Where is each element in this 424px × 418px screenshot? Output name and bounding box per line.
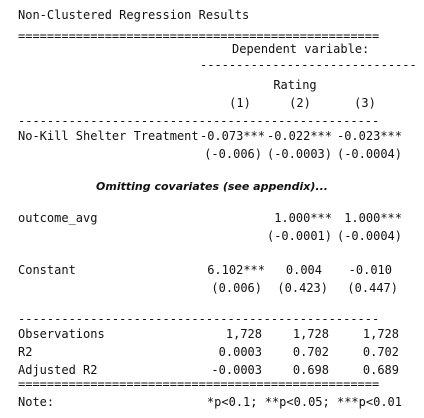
table-title: Non-Clustered Regression Results	[18, 8, 250, 22]
treatment-coef-2: -0.022***	[266, 129, 332, 143]
constant-coef-3: -0.010	[348, 263, 392, 277]
constant-coef-1: 6.102***	[207, 263, 265, 277]
adjusted-r2-1: -0.0003	[211, 363, 262, 377]
outcome-avg-coef-2: 1.000***	[274, 211, 332, 225]
adjusted-r2-3: 0.689	[362, 363, 399, 377]
outcome-avg-se-3: (-0.0004)	[336, 229, 402, 243]
column-3-header: (3)	[354, 96, 376, 110]
row-label-observations: Observations	[18, 327, 105, 341]
significance-legend: *p<0.1; **p<0.05; ***p<0.01	[206, 395, 402, 409]
row-label-constant: Constant	[18, 263, 76, 277]
top-double-rule: ========================================…	[18, 29, 380, 43]
treatment-coef-3: -0.023***	[336, 129, 402, 143]
treatment-se-2: (-0.0003)	[266, 147, 332, 161]
bottom-double-rule: ========================================…	[18, 377, 380, 391]
r2-3: 0.702	[362, 345, 399, 359]
constant-coef-2: 0.004	[285, 263, 322, 277]
outcome-avg-coef-3: 1.000***	[344, 211, 402, 225]
treatment-se-1: (-0.006)	[204, 147, 262, 161]
note-label: Note:	[18, 395, 55, 409]
stats-single-rule: ----------------------------------------…	[18, 312, 380, 326]
r2-1: 0.0003	[218, 345, 262, 359]
observations-3: 1,728	[362, 327, 399, 341]
treatment-se-3: (-0.0004)	[336, 147, 402, 161]
row-label-outcome-avg: outcome_avg	[18, 211, 98, 225]
rating-label: Rating	[273, 78, 317, 92]
row-label-r2: R2	[18, 345, 33, 359]
outcome-avg-se-2: (-0.0001)	[266, 229, 332, 243]
row-label-adjusted-r2: Adjusted R2	[18, 363, 98, 377]
header-single-rule: ----------------------------------------…	[18, 114, 380, 128]
column-1-header: (1)	[229, 96, 251, 110]
treatment-coef-1: -0.073***	[199, 129, 265, 143]
adjusted-r2-2: 0.698	[292, 363, 329, 377]
constant-se-1: (0.006)	[211, 281, 262, 295]
omitting-covariates-note: Omitting covariates (see appendix)...	[96, 180, 328, 193]
dependent-variable-rule: ------------------------------	[200, 58, 417, 72]
observations-1: 1,728	[225, 327, 262, 341]
r2-2: 0.702	[292, 345, 329, 359]
dependent-variable-header: Dependent variable:	[232, 42, 370, 56]
row-label-treatment: No-Kill Shelter Treatment	[18, 129, 199, 143]
constant-se-3: (0.447)	[347, 281, 398, 295]
column-2-header: (2)	[289, 96, 311, 110]
constant-se-2: (0.423)	[277, 281, 328, 295]
observations-2: 1,728	[292, 327, 329, 341]
